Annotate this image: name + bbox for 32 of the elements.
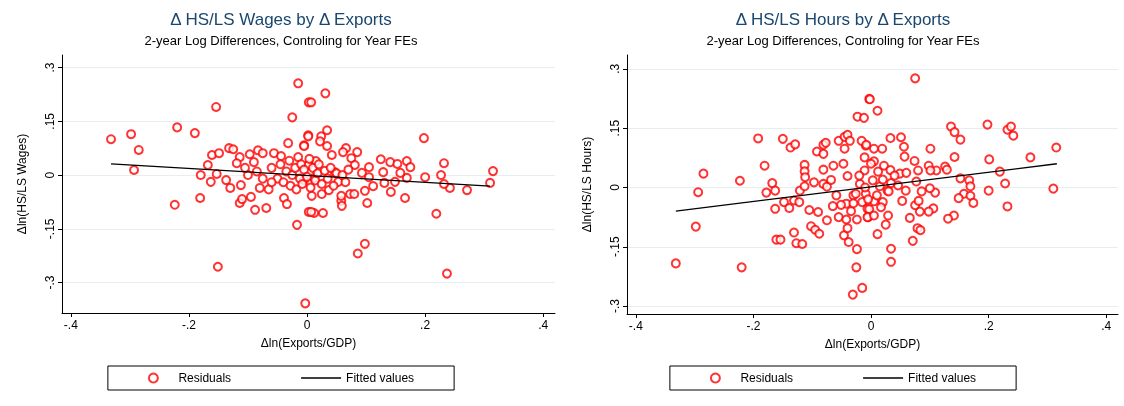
y-tick-label: .3	[608, 63, 622, 74]
x-tick-label: .4	[538, 318, 549, 332]
x-tick-label: 0	[303, 318, 311, 332]
y-tick-label: .3	[43, 62, 57, 73]
x-tick-label: .2	[983, 319, 994, 333]
y-tick-label: -.15	[608, 236, 622, 258]
x-axis-title: Δln(Exports/GDP)	[260, 336, 357, 350]
y-tick-label: -.15	[43, 218, 57, 240]
x-tick-label: -.4	[628, 319, 644, 333]
y-tick-label: .15	[43, 112, 57, 130]
legend-label: Residuals	[740, 371, 794, 385]
chart-title: Δ HS/LS Hours by Δ Exports	[735, 10, 951, 29]
y-tick-label: .15	[608, 119, 622, 137]
x-tick-label: .4	[1101, 319, 1112, 333]
x-tick-label: -.2	[746, 319, 761, 333]
x-tick-label: .2	[420, 318, 431, 332]
x-tick-label: -.4	[63, 318, 79, 332]
y-tick-label: -.3	[43, 275, 57, 290]
y-tick-label: 0	[43, 171, 57, 179]
legend-label: Residuals	[178, 371, 232, 385]
legend-label: Fitted values	[346, 371, 415, 385]
x-tick-label: 0	[867, 319, 875, 333]
y-tick-label: 0	[608, 183, 622, 191]
y-axis-title: Δln(HS/LS Wages)	[15, 133, 29, 235]
chart-subtitle: 2-year Log Differences, Controling for Year FEs	[144, 33, 418, 48]
x-axis-title: Δln(Exports/GDP)	[824, 337, 921, 351]
y-axis-title: Δln(HS/LS Hours)	[580, 136, 594, 233]
legend-label: Fitted values	[908, 371, 977, 385]
y-tick-label: -.3	[608, 298, 622, 314]
chart-title: Δ HS/LS Wages by Δ Exports	[170, 10, 392, 29]
chart-subtitle: 2-year Log Differences, Controling for Year FEs	[706, 33, 980, 48]
x-tick-label: -.2	[181, 318, 197, 332]
